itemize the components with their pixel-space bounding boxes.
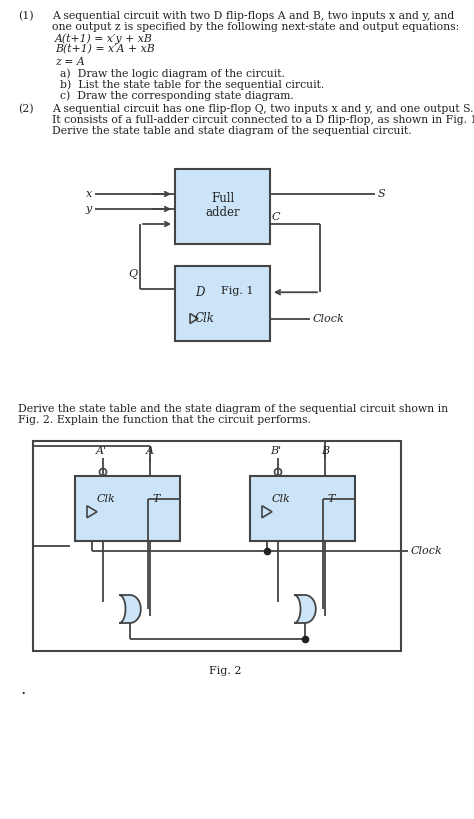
Text: T: T bbox=[328, 494, 335, 504]
Text: B(t+1) = x′A + xB: B(t+1) = x′A + xB bbox=[55, 44, 155, 54]
Text: Clock: Clock bbox=[411, 546, 443, 556]
Text: Q: Q bbox=[128, 269, 137, 278]
Text: Full: Full bbox=[211, 192, 234, 205]
Text: y: y bbox=[86, 204, 92, 214]
Text: adder: adder bbox=[205, 206, 240, 219]
Text: x: x bbox=[86, 189, 92, 199]
Text: Clk: Clk bbox=[195, 312, 215, 325]
Bar bbox=[175, 169, 270, 244]
Text: a)  Draw the logic diagram of the circuit.: a) Draw the logic diagram of the circuit… bbox=[60, 68, 285, 79]
Polygon shape bbox=[294, 595, 316, 623]
Text: C: C bbox=[272, 212, 281, 222]
Text: Clock: Clock bbox=[313, 314, 345, 324]
Text: .: . bbox=[20, 681, 25, 698]
Text: (2): (2) bbox=[18, 104, 34, 115]
Text: It consists of a full-adder circuit connected to a D flip-flop, as shown in Fig.: It consists of a full-adder circuit conn… bbox=[52, 115, 474, 125]
Text: A': A' bbox=[95, 446, 107, 456]
Text: D: D bbox=[195, 286, 204, 299]
Text: one output z is specified by the following next-state and output equations:: one output z is specified by the followi… bbox=[52, 22, 459, 32]
Bar bbox=[75, 476, 180, 541]
Bar bbox=[175, 266, 270, 341]
Text: Clk: Clk bbox=[97, 494, 116, 504]
Text: Derive the state table and the state diagram of the sequential circuit shown in: Derive the state table and the state dia… bbox=[18, 404, 448, 414]
Text: b)  List the state table for the sequential circuit.: b) List the state table for the sequenti… bbox=[60, 79, 324, 89]
Text: Fig. 2. Explain the function that the circuit performs.: Fig. 2. Explain the function that the ci… bbox=[18, 415, 311, 425]
Text: T: T bbox=[153, 494, 160, 504]
Text: Clk: Clk bbox=[272, 494, 291, 504]
Text: A sequential circuit has one flip-flop Q, two inputs x and y, and one output S.: A sequential circuit has one flip-flop Q… bbox=[52, 104, 474, 114]
Text: S: S bbox=[378, 189, 386, 199]
Text: Fig. 1: Fig. 1 bbox=[221, 286, 253, 296]
Text: Fig. 2: Fig. 2 bbox=[209, 666, 241, 676]
Bar bbox=[250, 476, 355, 541]
Text: z = A: z = A bbox=[55, 57, 85, 67]
Text: (1): (1) bbox=[18, 11, 34, 21]
Text: c)  Draw the corresponding state diagram.: c) Draw the corresponding state diagram. bbox=[60, 90, 294, 101]
Text: Derive the state table and state diagram of the sequential circuit.: Derive the state table and state diagram… bbox=[52, 126, 411, 136]
Text: A: A bbox=[146, 446, 154, 456]
Text: A sequential circuit with two D flip-flops A and B, two inputs x and y, and: A sequential circuit with two D flip-flo… bbox=[52, 11, 454, 21]
Text: B: B bbox=[321, 446, 329, 456]
Bar bbox=[33, 441, 401, 651]
Polygon shape bbox=[119, 595, 141, 623]
Text: A(t+1) = x′y + xB: A(t+1) = x′y + xB bbox=[55, 33, 153, 43]
Text: B': B' bbox=[271, 446, 282, 456]
